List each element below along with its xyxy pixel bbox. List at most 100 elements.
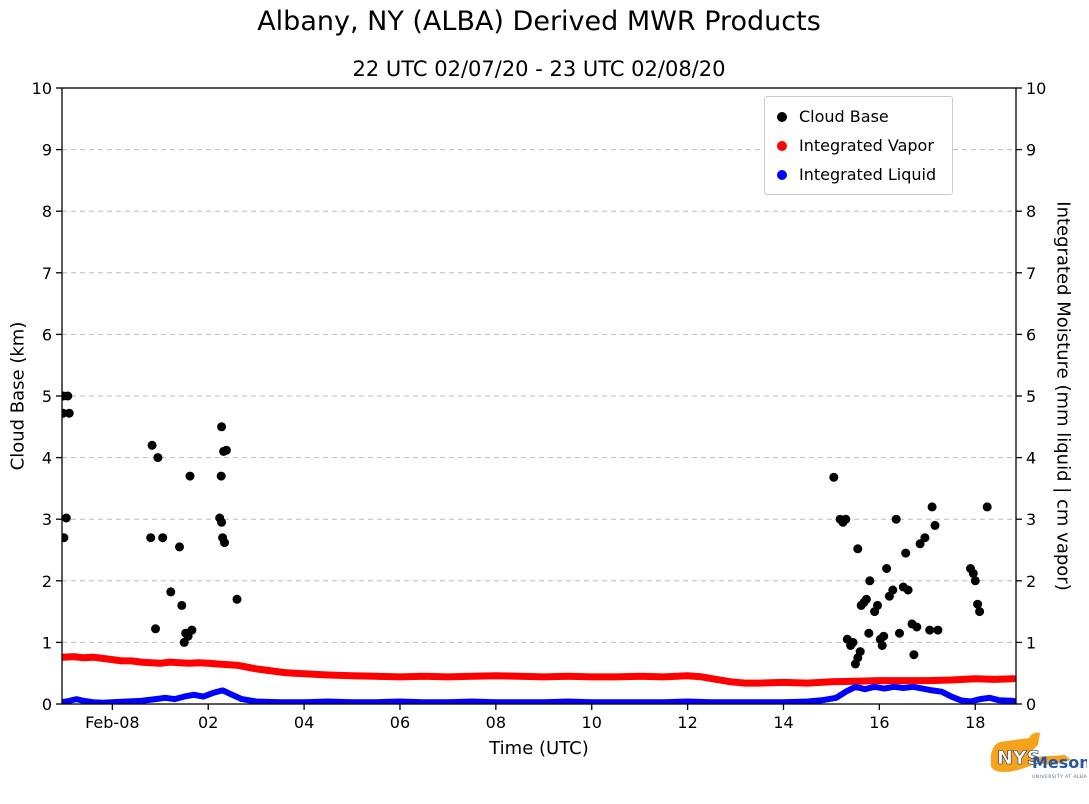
cloud-base-point <box>861 594 871 604</box>
cloud-base-point <box>968 568 978 578</box>
y-tick-label: 1 <box>42 633 52 652</box>
ny-state-shape-icon <box>990 732 1071 772</box>
cloud-base-point <box>185 471 195 481</box>
y-tick-label-right: 8 <box>1026 202 1036 221</box>
integrated-liquid-line <box>62 683 1016 704</box>
cloud-base-point <box>63 391 73 401</box>
x-axis-label: Time (UTC) <box>489 738 589 759</box>
y-tick-label: 0 <box>42 695 52 714</box>
y-tick-label: 9 <box>42 141 52 160</box>
cloud-base-point <box>853 544 863 554</box>
y-tick-label: 5 <box>42 387 52 406</box>
x-tick-label: 08 <box>486 713 506 732</box>
x-tick-label: 18 <box>965 713 985 732</box>
y-tick-label-right: 10 <box>1026 79 1046 98</box>
cloud-base-point <box>147 440 157 450</box>
cloud-base-point <box>973 599 983 609</box>
cloud-base-point <box>888 585 898 595</box>
y-tick-label: 10 <box>32 79 52 98</box>
cloud-base-point <box>879 631 889 641</box>
cloud-base-point <box>221 445 231 455</box>
cloud-base-point <box>62 513 71 523</box>
cloud-base-marker-icon <box>777 111 787 122</box>
legend-item-integrated-vapor: Integrated Vapor <box>777 135 936 156</box>
y-tick-label-right: 3 <box>1026 510 1036 529</box>
cloud-base-point <box>927 502 937 512</box>
y-tick-label-right: 0 <box>1026 695 1036 714</box>
cloud-base-point <box>925 625 935 635</box>
cloud-base-point <box>901 548 911 558</box>
cloud-base-point <box>909 650 919 660</box>
x-tick-label: Feb-08 <box>85 713 139 732</box>
y-tick-label: 3 <box>42 510 52 529</box>
cloud-base-point <box>933 625 943 635</box>
legend-label: Cloud Base <box>799 107 889 126</box>
x-tick-label: 04 <box>294 713 314 732</box>
logo-org-name: Mesonet <box>1032 753 1087 772</box>
chart-subtitle: 22 UTC 02/07/20 - 23 UTC 02/08/20 <box>352 57 726 81</box>
y-tick-label: 8 <box>42 202 52 221</box>
cloud-base-point <box>220 538 229 548</box>
cloud-base-point <box>915 539 925 549</box>
legend-label: Integrated Liquid <box>799 165 937 184</box>
cloud-base-point <box>829 472 839 482</box>
cloud-base-point <box>882 564 892 573</box>
cloud-base-point <box>217 422 227 432</box>
cloud-base-point <box>975 607 985 617</box>
cloud-base-point <box>891 514 901 524</box>
y-tick-label-right: 2 <box>1026 572 1036 591</box>
legend-item-integrated-liquid: Integrated Liquid <box>777 164 936 185</box>
cloud-base-point <box>153 453 163 463</box>
cloud-base-point <box>177 600 187 610</box>
x-tick-label: 14 <box>773 713 793 732</box>
cloud-base-point <box>865 576 875 586</box>
integrated-liquid-marker-icon <box>777 169 787 180</box>
cloud-base-point <box>146 533 156 543</box>
y-tick-label-right: 4 <box>1026 449 1036 468</box>
cloud-base-point <box>175 542 184 552</box>
cloud-base-point <box>848 637 858 647</box>
cloud-base-point <box>187 625 197 635</box>
x-tick-label: 16 <box>869 713 889 732</box>
y-tick-label-right: 5 <box>1026 387 1036 406</box>
logo-org-short: NYS <box>997 747 1040 769</box>
y-tick-label: 7 <box>42 264 52 283</box>
cloud-base-point <box>982 502 992 512</box>
x-tick-label: 12 <box>677 713 697 732</box>
y-tick-label: 4 <box>42 449 52 468</box>
cloud-base-point <box>912 622 922 632</box>
integrated-vapor-line <box>62 653 1016 687</box>
integrated-vapor-marker-icon <box>777 140 787 151</box>
x-tick-label: 06 <box>390 713 410 732</box>
cloud-base-point <box>920 533 930 543</box>
cloud-base-point <box>864 628 874 638</box>
legend-label: Integrated Vapor <box>799 136 934 155</box>
cloud-base-point <box>970 576 980 586</box>
y-axis-label-right: Integrated Moisture (mm liquid | cm vapo… <box>1052 201 1074 591</box>
x-tick-label: 10 <box>582 713 602 732</box>
cloud-base-point <box>158 533 168 543</box>
logo-tagline: UNIVERSITY AT ALBANY <box>1032 774 1087 780</box>
cloud-base-point <box>903 585 913 595</box>
y-axis-label-left: Cloud Base (km) <box>7 321 29 471</box>
cloud-base-point <box>873 600 882 610</box>
y-tick-label-right: 1 <box>1026 633 1036 652</box>
x-tick-label: 02 <box>198 713 218 732</box>
cloud-base-point <box>838 517 848 527</box>
cloud-base-point <box>64 408 74 418</box>
y-tick-label: 6 <box>42 325 52 344</box>
legend: Cloud Base Integrated Vapor Integrated L… <box>764 96 954 195</box>
cloud-base-point <box>855 647 865 657</box>
y-tick-label-right: 7 <box>1026 264 1036 283</box>
y-tick-label-right: 6 <box>1026 325 1036 344</box>
cloud-base-point <box>62 533 69 543</box>
chart-title: Albany, NY (ALBA) Derived MWR Products <box>257 6 821 37</box>
cloud-base-point <box>877 641 887 650</box>
series-group <box>62 391 1016 704</box>
nys-mesonet-logo: NYS Mesonet UNIVERSITY AT ALBANY <box>990 732 1087 780</box>
y-tick-label: 2 <box>42 572 52 591</box>
y-tick-label-right: 9 <box>1026 141 1036 160</box>
cloud-base-point <box>166 587 176 597</box>
cloud-base-point <box>217 517 227 527</box>
